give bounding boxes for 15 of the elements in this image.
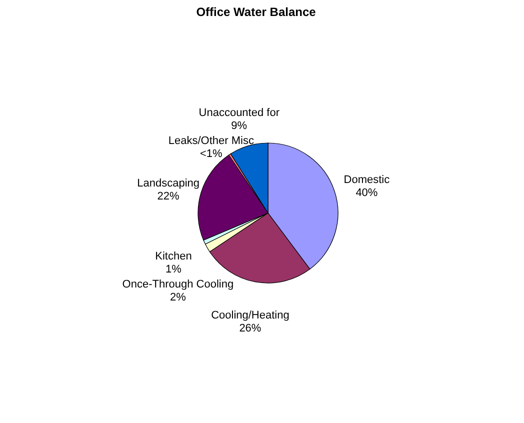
data-label: 22% xyxy=(157,190,180,202)
data-label: 40% xyxy=(356,187,378,200)
slice-label: Landscaping xyxy=(137,177,200,190)
data-label: <1% xyxy=(200,148,223,160)
data-label: 1% xyxy=(166,263,182,276)
slice-label: Cooling/Heating xyxy=(211,309,290,322)
slice-label: Unaccounted for xyxy=(198,107,280,120)
chart-title: Office Water Balance xyxy=(196,5,316,19)
data-label: 2% xyxy=(170,291,186,304)
slice-label: Kitchen xyxy=(155,250,192,262)
slice-label: Leaks/Other Misc xyxy=(168,135,254,148)
slice-label: Domestic xyxy=(344,174,390,186)
slice-label: Once-Through Cooling xyxy=(122,278,234,290)
data-label: 9% xyxy=(231,120,248,132)
data-label: 26% xyxy=(239,322,262,334)
